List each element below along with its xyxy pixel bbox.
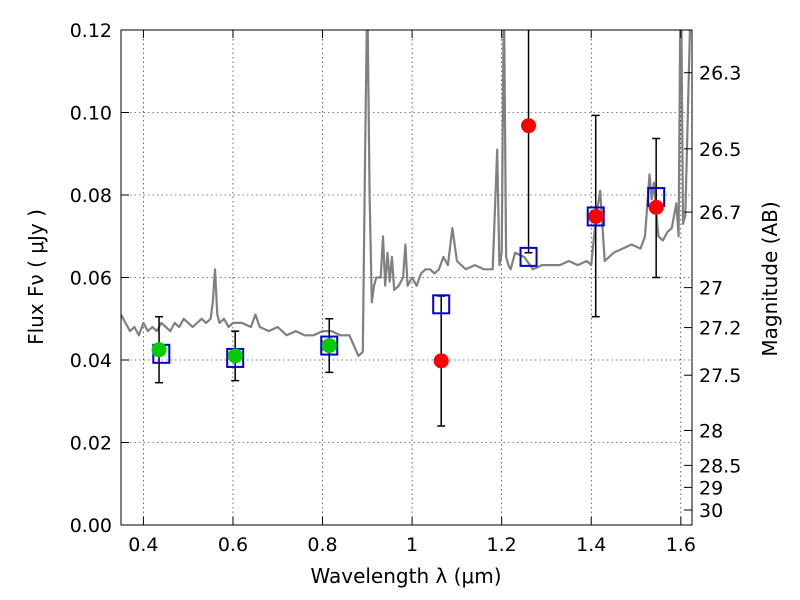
model-square	[320, 335, 339, 356]
right-tick-label: 27	[699, 278, 723, 300]
x-tick-label: 1.4	[576, 534, 606, 556]
x-tick-label: 0.4	[128, 534, 158, 556]
green-point	[227, 348, 243, 364]
x-axis-title: Wavelength λ (μm)	[310, 564, 501, 588]
y-tick-label: 0.00	[70, 515, 112, 537]
right-tick-label: 28.5	[699, 455, 741, 477]
right-tick-label: 28	[699, 421, 723, 443]
y-axis-title: Flux Fν ( μJy )	[24, 209, 48, 345]
green-point	[151, 342, 167, 358]
y-tick-label: 0.04	[70, 350, 112, 372]
red-point	[588, 208, 604, 224]
red-point	[521, 118, 537, 134]
spectrum-series	[121, 30, 692, 357]
x-axis-ticks: 0.4 0.6 0.8 1 1.2 1.4 1.6	[128, 30, 696, 556]
x-tick-label: 0.6	[218, 534, 248, 556]
y-tick-label: 0.06	[70, 268, 112, 290]
right-tick-label: 30	[699, 500, 723, 522]
right-tick-label: 27.5	[699, 365, 741, 387]
y-tick-label: 0.02	[70, 433, 112, 455]
y-tick-label: 0.08	[70, 185, 112, 207]
right-tick-label: 29	[699, 477, 723, 499]
x-tick-label: 1.2	[487, 534, 517, 556]
error-bars	[155, 30, 661, 427]
model-square	[432, 294, 451, 315]
model-square	[519, 246, 538, 267]
y-tick-label: 0.10	[70, 103, 112, 125]
spectrum-line	[121, 30, 692, 357]
right-tick-label: 27.2	[699, 318, 741, 340]
right-tick-label: 26.7	[699, 202, 741, 224]
right-tick-label: 26.5	[699, 139, 741, 161]
red-point	[648, 199, 664, 215]
y-axis-ticks: 0.00 0.02 0.04 0.06 0.08 0.10 0.12	[70, 20, 129, 537]
x-tick-label: 1	[406, 534, 418, 556]
green-point	[321, 338, 337, 354]
y-tick-label: 0.12	[70, 20, 112, 42]
x-tick-label: 0.8	[307, 534, 337, 556]
right-tick-label: 26.3	[699, 63, 741, 85]
x-tick-label: 1.6	[666, 534, 696, 556]
red-point	[433, 353, 449, 369]
right-axis-title: Magnitude (AB)	[758, 201, 782, 356]
photometry-points	[151, 118, 664, 369]
model-square	[586, 206, 605, 227]
